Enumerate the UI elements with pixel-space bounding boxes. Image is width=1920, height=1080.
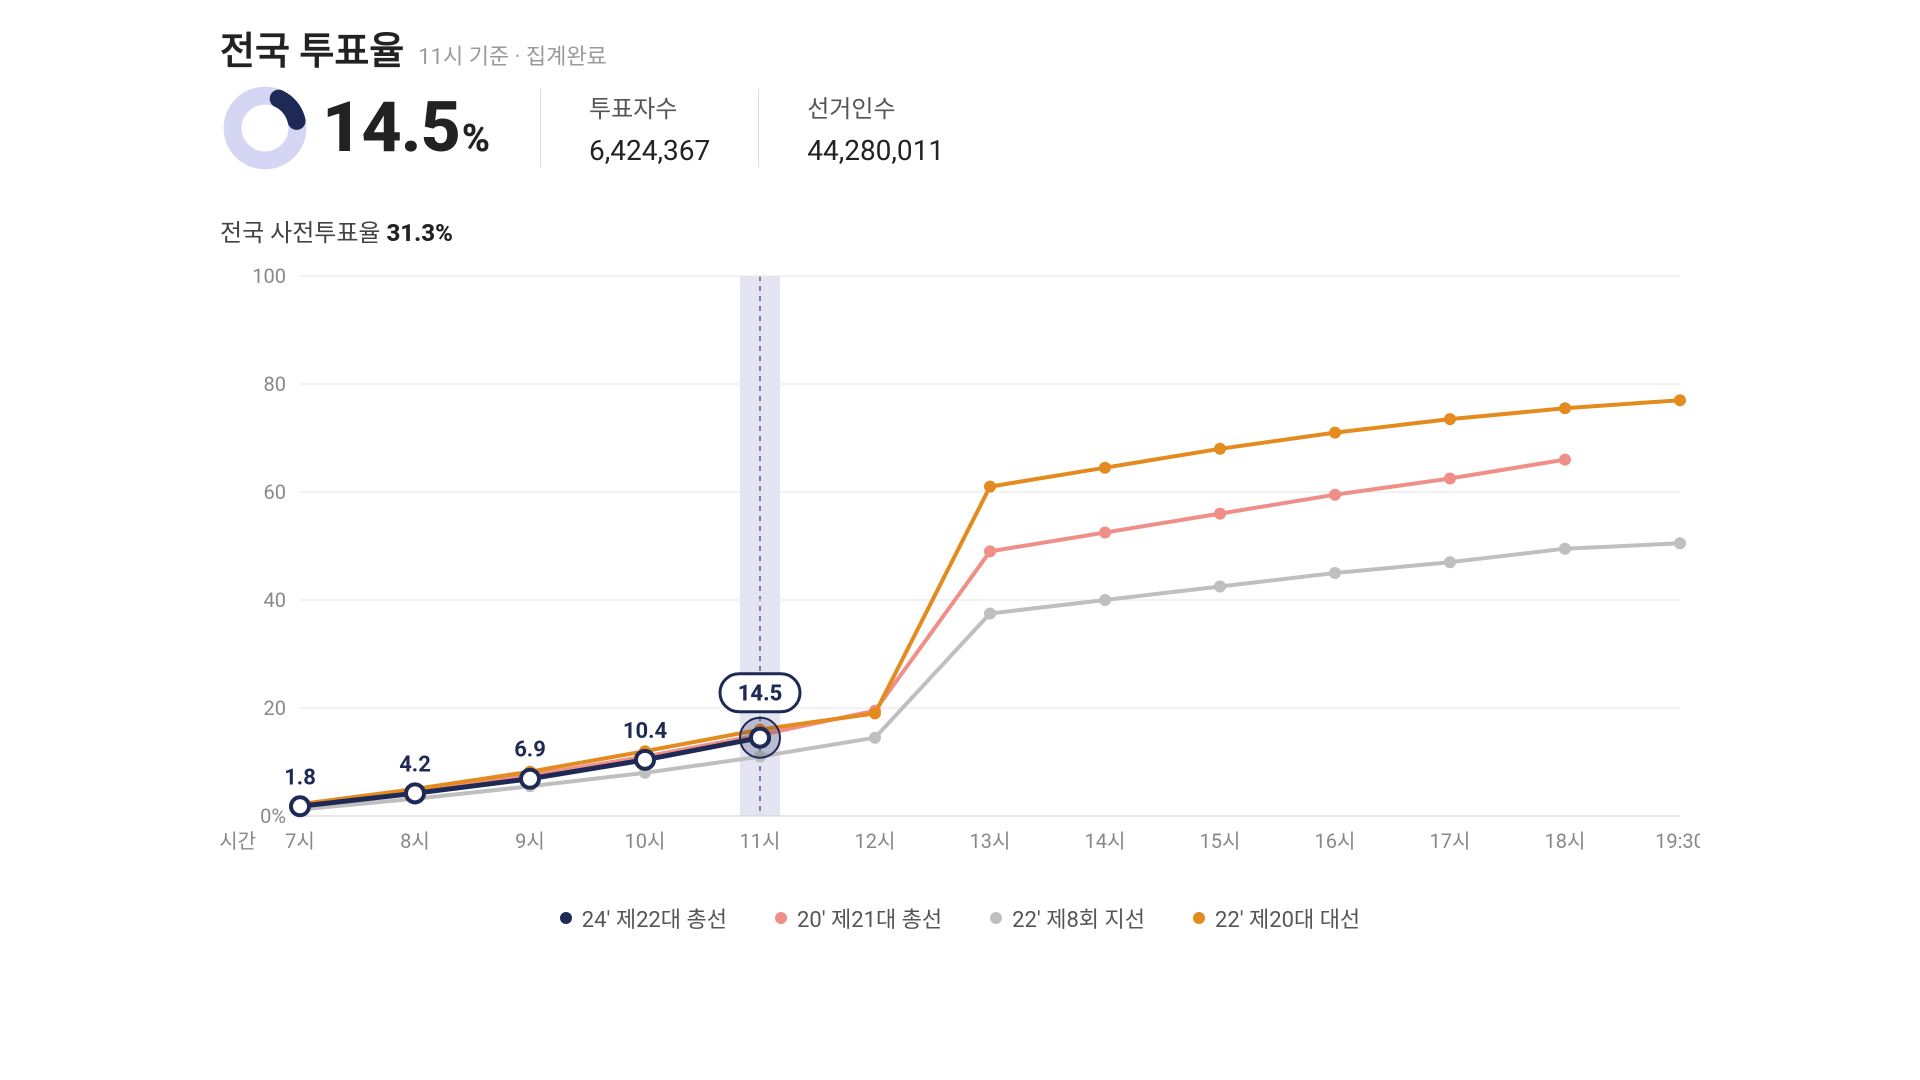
svg-text:11시: 11시 [740, 829, 781, 853]
chart-caption-prefix: 전국 사전투표율 [220, 219, 386, 247]
svg-text:20: 20 [264, 696, 286, 720]
svg-text:14시: 14시 [1085, 829, 1126, 853]
svg-text:18시: 18시 [1545, 829, 1586, 853]
legend-item: 22' 제20대 대선 [1193, 902, 1360, 934]
svg-text:9시: 9시 [515, 829, 545, 853]
svg-text:19:30: 19:30 [1655, 829, 1700, 853]
eligible-value: 44,280,011 [807, 134, 944, 167]
svg-text:0%: 0% [260, 804, 286, 828]
legend-label: 24' 제22대 총선 [582, 902, 727, 934]
svg-text:60: 60 [264, 480, 286, 504]
svg-text:8시: 8시 [400, 829, 430, 853]
chart-caption: 전국 사전투표율 31.3% [220, 213, 1700, 248]
svg-text:7시: 7시 [285, 829, 315, 853]
svg-text:10.4: 10.4 [623, 719, 668, 744]
legend-dot-icon [1193, 912, 1205, 924]
svg-text:6.9: 6.9 [514, 738, 546, 763]
legend-label: 20' 제21대 총선 [797, 902, 942, 934]
summary-row: 14.5 % 투표자수 6,424,367 선거인수 44,280,011 [220, 83, 1700, 173]
svg-text:40: 40 [264, 588, 286, 612]
svg-text:10시: 10시 [625, 829, 666, 853]
svg-text:17시: 17시 [1430, 829, 1471, 853]
svg-text:14.5: 14.5 [738, 682, 783, 707]
svg-text:100: 100 [252, 264, 286, 288]
chart-legend: 24' 제22대 총선 20' 제21대 총선 22' 제8회 지선 22' 제20대… [220, 902, 1700, 934]
voters-stat: 투표자수 6,424,367 [541, 89, 758, 167]
legend-dot-icon [990, 912, 1002, 924]
legend-dot-icon [775, 912, 787, 924]
svg-text:15시: 15시 [1200, 829, 1241, 853]
page-subtitle: 11시 기준 · 집계완료 [418, 39, 607, 71]
svg-text:1.8: 1.8 [284, 765, 316, 790]
eligible-stat: 선거인수 44,280,011 [759, 89, 992, 167]
chart-caption-bold: 31.3% [386, 219, 452, 247]
turnout-donut [220, 83, 310, 173]
eligible-label: 선거인수 [807, 89, 944, 124]
voters-label: 투표자수 [589, 89, 710, 124]
svg-text:80: 80 [264, 372, 286, 396]
chart-area: 전국 사전투표율 31.3% 0% 20 40 60 80 100 1.8 4.2 6.9 10.… [220, 213, 1700, 934]
turnout-percent-value: 14.5 [322, 87, 460, 169]
svg-text:시간: 시간 [220, 829, 256, 853]
legend-item: 20' 제21대 총선 [775, 902, 942, 934]
turnout-line-chart: 0% 20 40 60 80 100 1.8 4.2 6.9 10.4 14.5 7시 8시 9시 10시 1… [220, 256, 1700, 876]
page-title: 전국 투표율 [220, 20, 404, 75]
svg-text:16시: 16시 [1315, 829, 1356, 853]
legend-item: 24' 제22대 총선 [560, 902, 727, 934]
voters-value: 6,424,367 [589, 134, 710, 167]
turnout-percent: 14.5 % [322, 87, 540, 169]
svg-text:13시: 13시 [970, 829, 1011, 853]
svg-text:12시: 12시 [855, 829, 896, 853]
legend-item: 22' 제8회 지선 [990, 902, 1145, 934]
legend-dot-icon [560, 912, 572, 924]
legend-label: 22' 제20대 대선 [1215, 902, 1360, 934]
svg-text:4.2: 4.2 [399, 752, 431, 777]
turnout-percent-unit: % [462, 117, 490, 161]
header: 전국 투표율 11시 기준 · 집계완료 [220, 20, 1700, 75]
legend-label: 22' 제8회 지선 [1012, 902, 1145, 934]
